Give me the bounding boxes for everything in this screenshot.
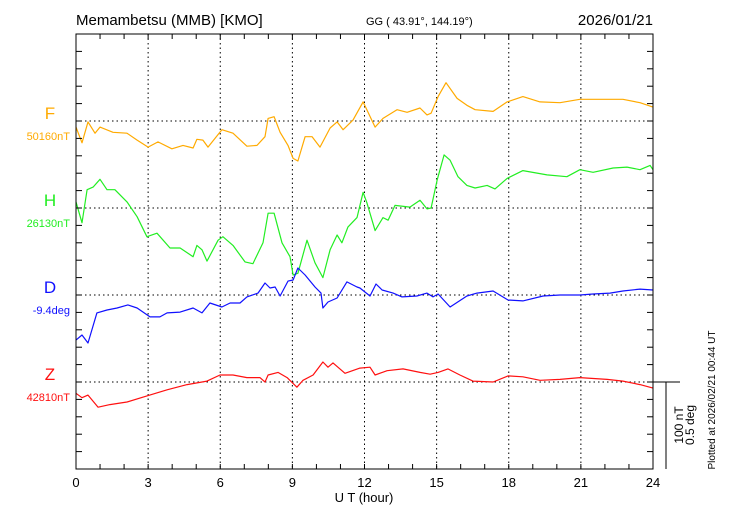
chart-date: 2026/01/21 — [578, 12, 653, 29]
x-tick-label: 12 — [357, 475, 371, 490]
scale-bar-nt-label: 100 nT — [672, 406, 686, 444]
plotted-timestamp: Plotted at 2026/02/21 00:44 UT — [707, 331, 718, 470]
x-tick-label: 24 — [646, 475, 660, 490]
x-tick-label: 18 — [502, 475, 516, 490]
x-tick-label: 3 — [145, 475, 152, 490]
component-name-D: D — [44, 278, 56, 297]
series-line-F — [75, 82, 654, 162]
x-axis-label: U T (hour) — [335, 490, 394, 505]
scale-bar: 100 nT 0.5 deg — [653, 381, 697, 469]
axis-ticks: 0 3 6 9 12 15 18 21 24 — [72, 33, 660, 490]
component-base-D: -9.4deg — [33, 305, 70, 317]
x-tick-label: 6 — [217, 475, 224, 490]
component-base-F: 50160nT — [27, 131, 71, 143]
component-name-F: F — [45, 104, 55, 123]
series-line-D — [75, 267, 654, 344]
traces — [75, 82, 654, 408]
station-coords: GG ( 43.91°, 144.19°) — [366, 16, 473, 28]
component-name-Z: Z — [45, 365, 55, 384]
scale-bar-deg-label: 0.5 deg — [683, 405, 697, 445]
x-tick-label: 21 — [574, 475, 588, 490]
x-tick-label: 0 — [72, 475, 79, 490]
component-base-Z: 42810nT — [27, 392, 71, 404]
x-tick-label: 15 — [429, 475, 443, 490]
component-base-H: 26130nT — [27, 218, 71, 230]
component-labels: F 50160nT H 26130nT D -9.4deg Z 42810nT — [27, 104, 71, 404]
station-title: Memambetsu (MMB) [KMO] — [76, 12, 263, 29]
series-line-Z — [75, 361, 654, 408]
x-tick-label: 9 — [289, 475, 296, 490]
component-name-H: H — [44, 191, 56, 210]
series-line-H — [75, 154, 654, 279]
grid — [76, 34, 653, 469]
